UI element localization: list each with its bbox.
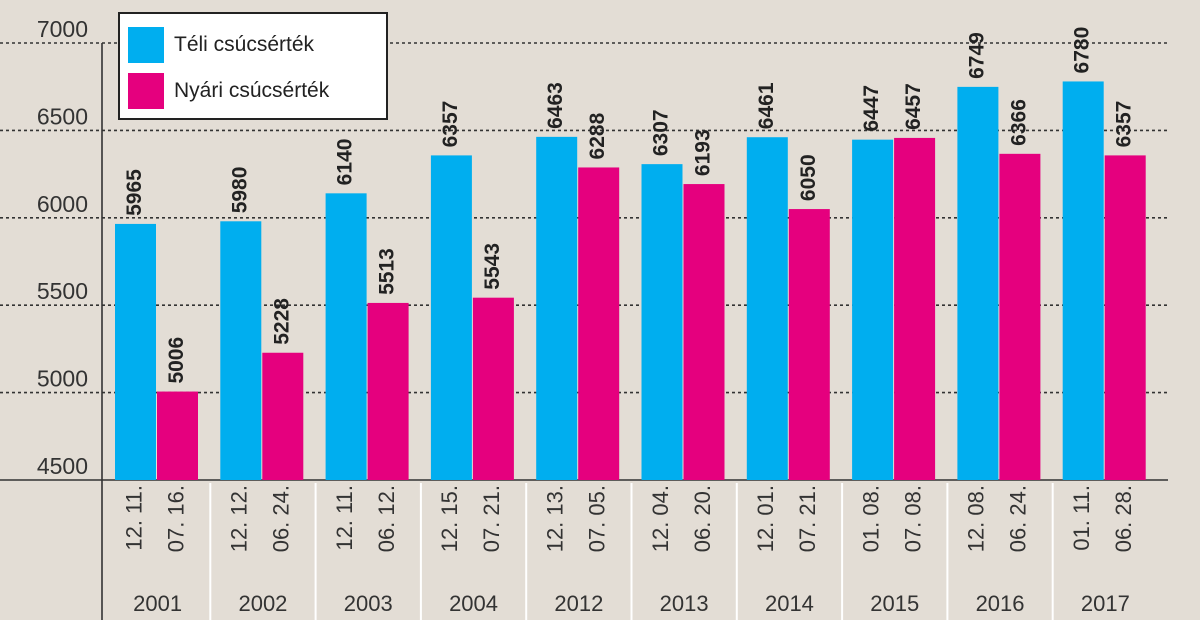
x-date-label-winter-2003: 12. 11. [332, 485, 357, 551]
x-group-label-2012: 2012 [554, 591, 603, 616]
bar-summer-2004 [472, 297, 514, 480]
y-tick-label: 5000 [37, 366, 88, 392]
data-label-summer-2015: 6457 [902, 83, 925, 130]
legend-item-winter: Téli csúcsérték [128, 24, 314, 66]
x-group-label-2001: 2001 [133, 591, 182, 616]
data-label-summer-2017: 6357 [1113, 101, 1136, 148]
bar-winter-2004 [430, 155, 472, 480]
x-date-label-winter-2016: 12. 08. [964, 485, 989, 552]
x-date-label-winter-2017: 01. 11. [1069, 485, 1094, 551]
bar-winter-2003 [325, 193, 367, 480]
data-label-summer-2004: 5543 [481, 243, 504, 290]
bar-winter-2012 [536, 136, 578, 480]
legend-item-summer: Nyári csúcsérték [128, 70, 329, 112]
data-label-summer-2002: 5228 [270, 298, 293, 345]
data-label-winter-2012: 6463 [544, 82, 567, 129]
x-group-label-2003: 2003 [344, 591, 393, 616]
x-date-label-summer-2002: 06. 24. [269, 485, 294, 552]
legend-label-winter: Téli csúcsérték [174, 33, 315, 56]
x-axis: 12. 11. 07. 16. 2001 12. 12. 06. 24. 2002 12. … [121, 483, 1136, 620]
data-label-summer-2003: 5513 [376, 248, 399, 295]
x-date-label-winter-2004: 12. 15. [437, 485, 462, 552]
x-date-label-summer-2016: 06. 24. [1006, 485, 1031, 552]
legend-swatch-summer [128, 73, 164, 109]
x-date-label-summer-2013: 06. 20. [690, 485, 715, 552]
data-label-winter-2001: 5965 [123, 169, 146, 216]
legend: Téli csúcsérték Nyári csúcsérték [118, 12, 388, 120]
bar-summer-2003 [367, 302, 409, 480]
data-label-winter-2013: 6307 [650, 109, 673, 156]
bar-winter-2015 [852, 139, 894, 480]
legend-swatch-winter [128, 27, 164, 63]
bar-winter-2001 [115, 223, 156, 480]
x-date-label-summer-2004: 07. 21. [479, 485, 504, 552]
bar-summer-2017 [1104, 155, 1146, 480]
data-label-winter-2003: 6140 [334, 139, 357, 186]
x-group-label-2017: 2017 [1081, 591, 1130, 616]
y-tick-label: 7000 [37, 16, 88, 42]
bar-winter-2014 [746, 137, 788, 480]
bar-summer-2012 [578, 167, 620, 481]
bar-summer-2001 [157, 391, 198, 480]
data-label-summer-2001: 5006 [165, 337, 188, 384]
legend-label-summer: Nyári csúcsérték [174, 79, 330, 102]
bar-summer-2016 [999, 153, 1041, 481]
x-date-label-winter-2015: 01. 08. [858, 485, 883, 552]
y-tick-label: 6000 [37, 191, 88, 217]
x-group-label-2013: 2013 [660, 591, 709, 616]
x-date-label-winter-2014: 12. 01. [753, 485, 778, 552]
bar-winter-2017 [1062, 81, 1104, 481]
data-label-winter-2004: 6357 [439, 101, 462, 148]
x-date-label-summer-2015: 07. 08. [900, 485, 925, 552]
x-date-label-winter-2012: 12. 13. [543, 485, 568, 552]
data-labels: 5965 5006 5980 5228 6140 5513 6357 5543 6463 6288… [123, 27, 1136, 384]
bar-winter-2013 [641, 164, 683, 480]
x-date-label-winter-2013: 12. 04. [648, 485, 673, 552]
bar-winter-2016 [957, 86, 999, 480]
data-label-winter-2014: 6461 [755, 82, 778, 129]
data-label-summer-2012: 6288 [586, 112, 609, 159]
x-group-label-2002: 2002 [238, 591, 287, 616]
bar-winter-2002 [220, 221, 262, 480]
x-group-label-2014: 2014 [765, 591, 814, 616]
x-date-label-winter-2001: 12. 11. [121, 485, 146, 551]
x-date-label-summer-2014: 07. 21. [795, 485, 820, 552]
bars [115, 81, 1146, 481]
data-label-summer-2016: 6366 [1007, 99, 1030, 146]
data-label-winter-2017: 6780 [1071, 27, 1094, 74]
bar-summer-2014 [788, 209, 830, 480]
data-label-winter-2015: 6447 [860, 85, 883, 132]
data-label-winter-2016: 6749 [965, 32, 988, 79]
bar-summer-2002 [262, 352, 304, 480]
y-tick-label: 4500 [37, 453, 88, 479]
y-tick-label: 5500 [37, 278, 88, 304]
x-date-label-summer-2003: 06. 12. [374, 485, 399, 552]
x-date-label-winter-2002: 12. 12. [227, 485, 252, 552]
x-date-label-summer-2012: 07. 05. [585, 485, 610, 552]
x-date-label-summer-2017: 06. 28. [1111, 485, 1136, 552]
y-axis-ticks: 4500 5000 5500 6000 6500 7000 [37, 16, 88, 479]
data-label-summer-2013: 6193 [692, 129, 715, 176]
bar-summer-2013 [683, 184, 725, 480]
data-label-winter-2002: 5980 [228, 167, 251, 214]
bar-summer-2015 [894, 137, 936, 481]
y-tick-label: 6500 [37, 103, 88, 129]
x-group-label-2016: 2016 [976, 591, 1025, 616]
x-group-label-2015: 2015 [870, 591, 919, 616]
data-label-summer-2014: 6050 [797, 154, 820, 201]
x-date-label-summer-2001: 07. 16. [163, 485, 188, 552]
x-group-label-2004: 2004 [449, 591, 498, 616]
